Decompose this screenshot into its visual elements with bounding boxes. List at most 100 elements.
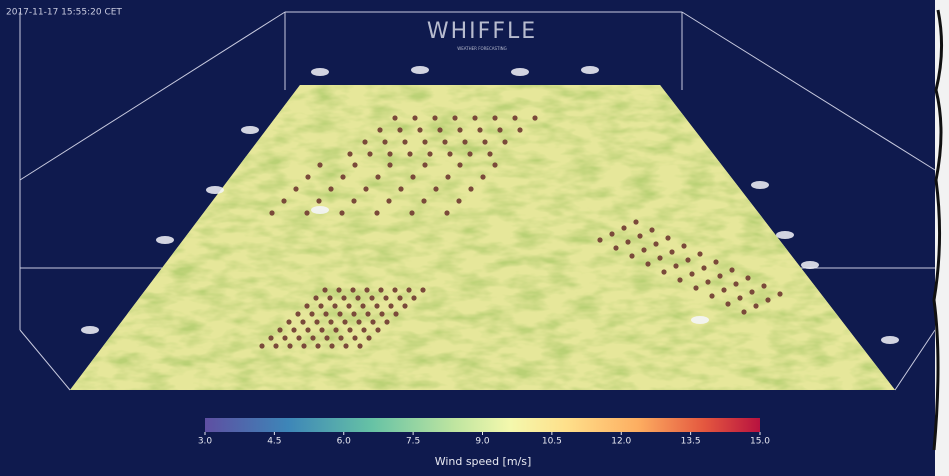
turbine <box>681 243 686 248</box>
turbine <box>492 115 497 120</box>
turbine <box>629 253 634 258</box>
turbine <box>366 335 371 340</box>
cloud <box>801 261 819 269</box>
turbine <box>328 186 333 191</box>
turbine <box>337 311 342 316</box>
turbine <box>375 327 380 332</box>
turbine <box>382 139 387 144</box>
turbine <box>268 335 273 340</box>
colorbar-tick-label: 7.5 <box>406 437 420 447</box>
turbine <box>532 115 537 120</box>
turbine <box>625 239 630 244</box>
colorbar-tick-label: 6.0 <box>337 437 352 447</box>
timestamp: 2017-11-17 15:55:20 CET <box>6 8 122 18</box>
turbine <box>637 233 642 238</box>
colorbar-tick-label: 3.0 <box>198 437 213 447</box>
turbine <box>641 247 646 252</box>
turbine <box>301 343 306 348</box>
turbine <box>673 263 678 268</box>
logo-title: WHIFFLE <box>427 19 537 44</box>
body: 2017-11-17 15:55:20 CET WHIFFLE WEATHER … <box>0 0 949 476</box>
cloud <box>881 336 899 344</box>
turbine <box>665 235 670 240</box>
turbine <box>689 271 694 276</box>
turbine <box>293 186 298 191</box>
colorbar-label: Wind speed [m/s] <box>435 455 532 468</box>
turbine <box>456 198 461 203</box>
turbine <box>332 303 337 308</box>
turbine <box>452 115 457 120</box>
turbine <box>364 287 369 292</box>
turbine <box>319 327 324 332</box>
turbine <box>351 311 356 316</box>
turbine <box>300 319 305 324</box>
colorbar-tick-label: 9.0 <box>475 437 490 447</box>
turbine <box>340 174 345 179</box>
turbine <box>259 343 264 348</box>
cloud <box>156 236 174 244</box>
turbine <box>370 319 375 324</box>
turbine <box>422 162 427 167</box>
turbine <box>378 287 383 292</box>
turbine <box>645 261 650 266</box>
turbine <box>304 210 309 215</box>
scene: 2017-11-17 15:55:20 CET WHIFFLE WEATHER … <box>0 0 949 476</box>
turbine <box>369 295 374 300</box>
turbine <box>412 115 417 120</box>
turbine <box>363 186 368 191</box>
turbine <box>733 281 738 286</box>
turbine <box>329 343 334 348</box>
turbine <box>661 269 666 274</box>
turbine <box>462 139 467 144</box>
turbine <box>420 287 425 292</box>
cloud <box>751 181 769 189</box>
turbine <box>316 198 321 203</box>
turbine <box>467 151 472 156</box>
turbine <box>697 251 702 256</box>
turbine <box>633 219 638 224</box>
turbine <box>621 225 626 230</box>
cloud <box>776 231 794 239</box>
turbine <box>269 210 274 215</box>
cloud <box>206 186 224 194</box>
turbine <box>286 319 291 324</box>
turbine <box>342 319 347 324</box>
turbine <box>693 285 698 290</box>
turbine <box>387 151 392 156</box>
turbine <box>701 265 706 270</box>
turbine <box>709 293 714 298</box>
turbine <box>377 127 382 132</box>
turbine <box>497 127 502 132</box>
turbine <box>427 151 432 156</box>
turbine <box>304 303 309 308</box>
turbine <box>410 174 415 179</box>
turbine <box>397 127 402 132</box>
turbine <box>409 210 414 215</box>
turbine <box>360 303 365 308</box>
turbine <box>482 139 487 144</box>
turbine <box>328 319 333 324</box>
turbine <box>445 174 450 179</box>
turbine <box>338 335 343 340</box>
turbine <box>324 335 329 340</box>
turbine <box>273 343 278 348</box>
logo-subtitle: WEATHER FORECASTING <box>457 46 506 51</box>
turbine <box>375 174 380 179</box>
turbine <box>392 115 397 120</box>
turbine <box>309 311 314 316</box>
cloud <box>581 66 599 74</box>
cloud <box>311 68 329 76</box>
turbine <box>685 257 690 262</box>
cloud <box>691 316 709 324</box>
turbine <box>444 210 449 215</box>
colorbar-tick-label: 15.0 <box>750 437 770 447</box>
turbine <box>517 127 522 132</box>
page: {"timestamp": "2017-11-17 15:55:20 CET",… <box>0 0 949 476</box>
turbine <box>457 127 462 132</box>
turbine <box>277 327 282 332</box>
turbine <box>384 319 389 324</box>
turbine <box>657 255 662 260</box>
turbine <box>322 287 327 292</box>
turbine <box>314 319 319 324</box>
colorbar-tick-label: 12.0 <box>611 437 631 447</box>
